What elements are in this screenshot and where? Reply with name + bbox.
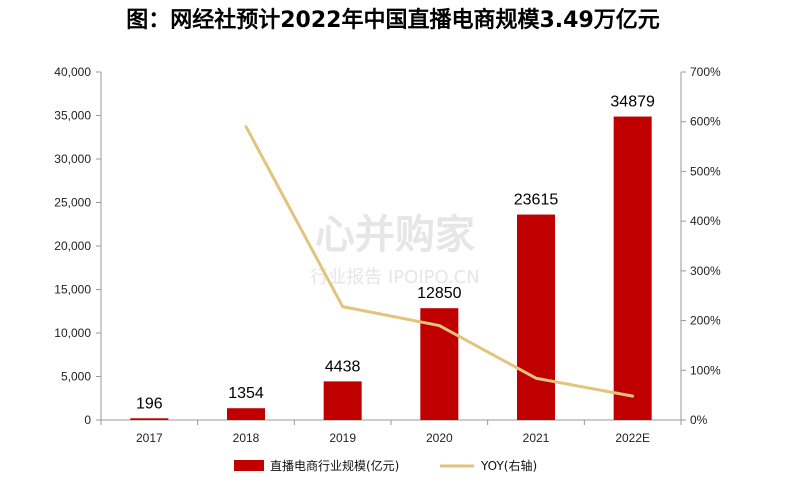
x-tick-label: 2017 [136,431,163,445]
bar [323,381,362,420]
watermark: 心并购家 行业报告 IPOIPO.CN [310,212,479,288]
data-label: 34879 [610,94,655,111]
right-tick-label: 0% [690,413,708,427]
bar [613,116,652,420]
data-label: 196 [136,395,163,412]
left-tick-label: 5,000 [61,370,91,384]
x-tick-label: 2021 [523,431,550,445]
bar [130,418,169,420]
data-label: 1354 [228,385,264,402]
right-tick-label: 200% [690,314,721,328]
data-label: 23615 [514,192,559,209]
yoy-line [244,125,635,398]
bar [517,214,555,420]
left-tick-label: 0 [84,413,91,427]
right-tick-label: 700% [690,65,721,79]
left-tick-label: 30,000 [54,152,91,166]
left-tick-label: 20,000 [54,239,91,253]
right-tick-label: 300% [690,264,721,278]
data-label: 12850 [417,285,462,302]
right-tick-label: 100% [690,363,721,377]
x-tick-label: 2019 [329,431,356,445]
page-title: 图：网经社预计2022年中国直播电商规模3.49万亿元 [126,8,660,33]
left-tick-label: 35,000 [54,109,91,123]
axes: 0 5,000 10,000 15,000 20,000 25,000 30,000 35,0… [54,65,721,445]
x-tick-label: 2020 [426,431,453,445]
watermark-line1: 心并购家 [315,212,475,258]
right-tick-label: 400% [690,214,721,228]
x-tick-label: 2022E [615,431,650,445]
legend-line-label: YOY(右轴) [480,458,537,473]
bar [227,408,265,420]
bar-series [130,116,652,420]
legend-bar-label: 直播电商行业规模(亿元) [270,458,399,473]
right-tick-label: 600% [690,115,721,129]
line-series [244,125,635,398]
data-labels: 196 1354 4438 12850 23615 34879 [136,94,655,413]
legend-bar-swatch [234,460,264,471]
left-tick-label: 15,000 [54,283,91,297]
left-tick-label: 10,000 [54,326,91,340]
right-tick-label: 500% [690,164,721,178]
left-tick-label: 25,000 [54,196,91,210]
watermark-line2: 行业报告 IPOIPO.CN [310,267,479,288]
data-label: 4438 [325,358,361,375]
x-tick-label: 2018 [233,431,260,445]
legend: 直播电商行业规模(亿元) YOY(右轴) [234,458,537,473]
left-tick-label: 40,000 [54,65,91,79]
